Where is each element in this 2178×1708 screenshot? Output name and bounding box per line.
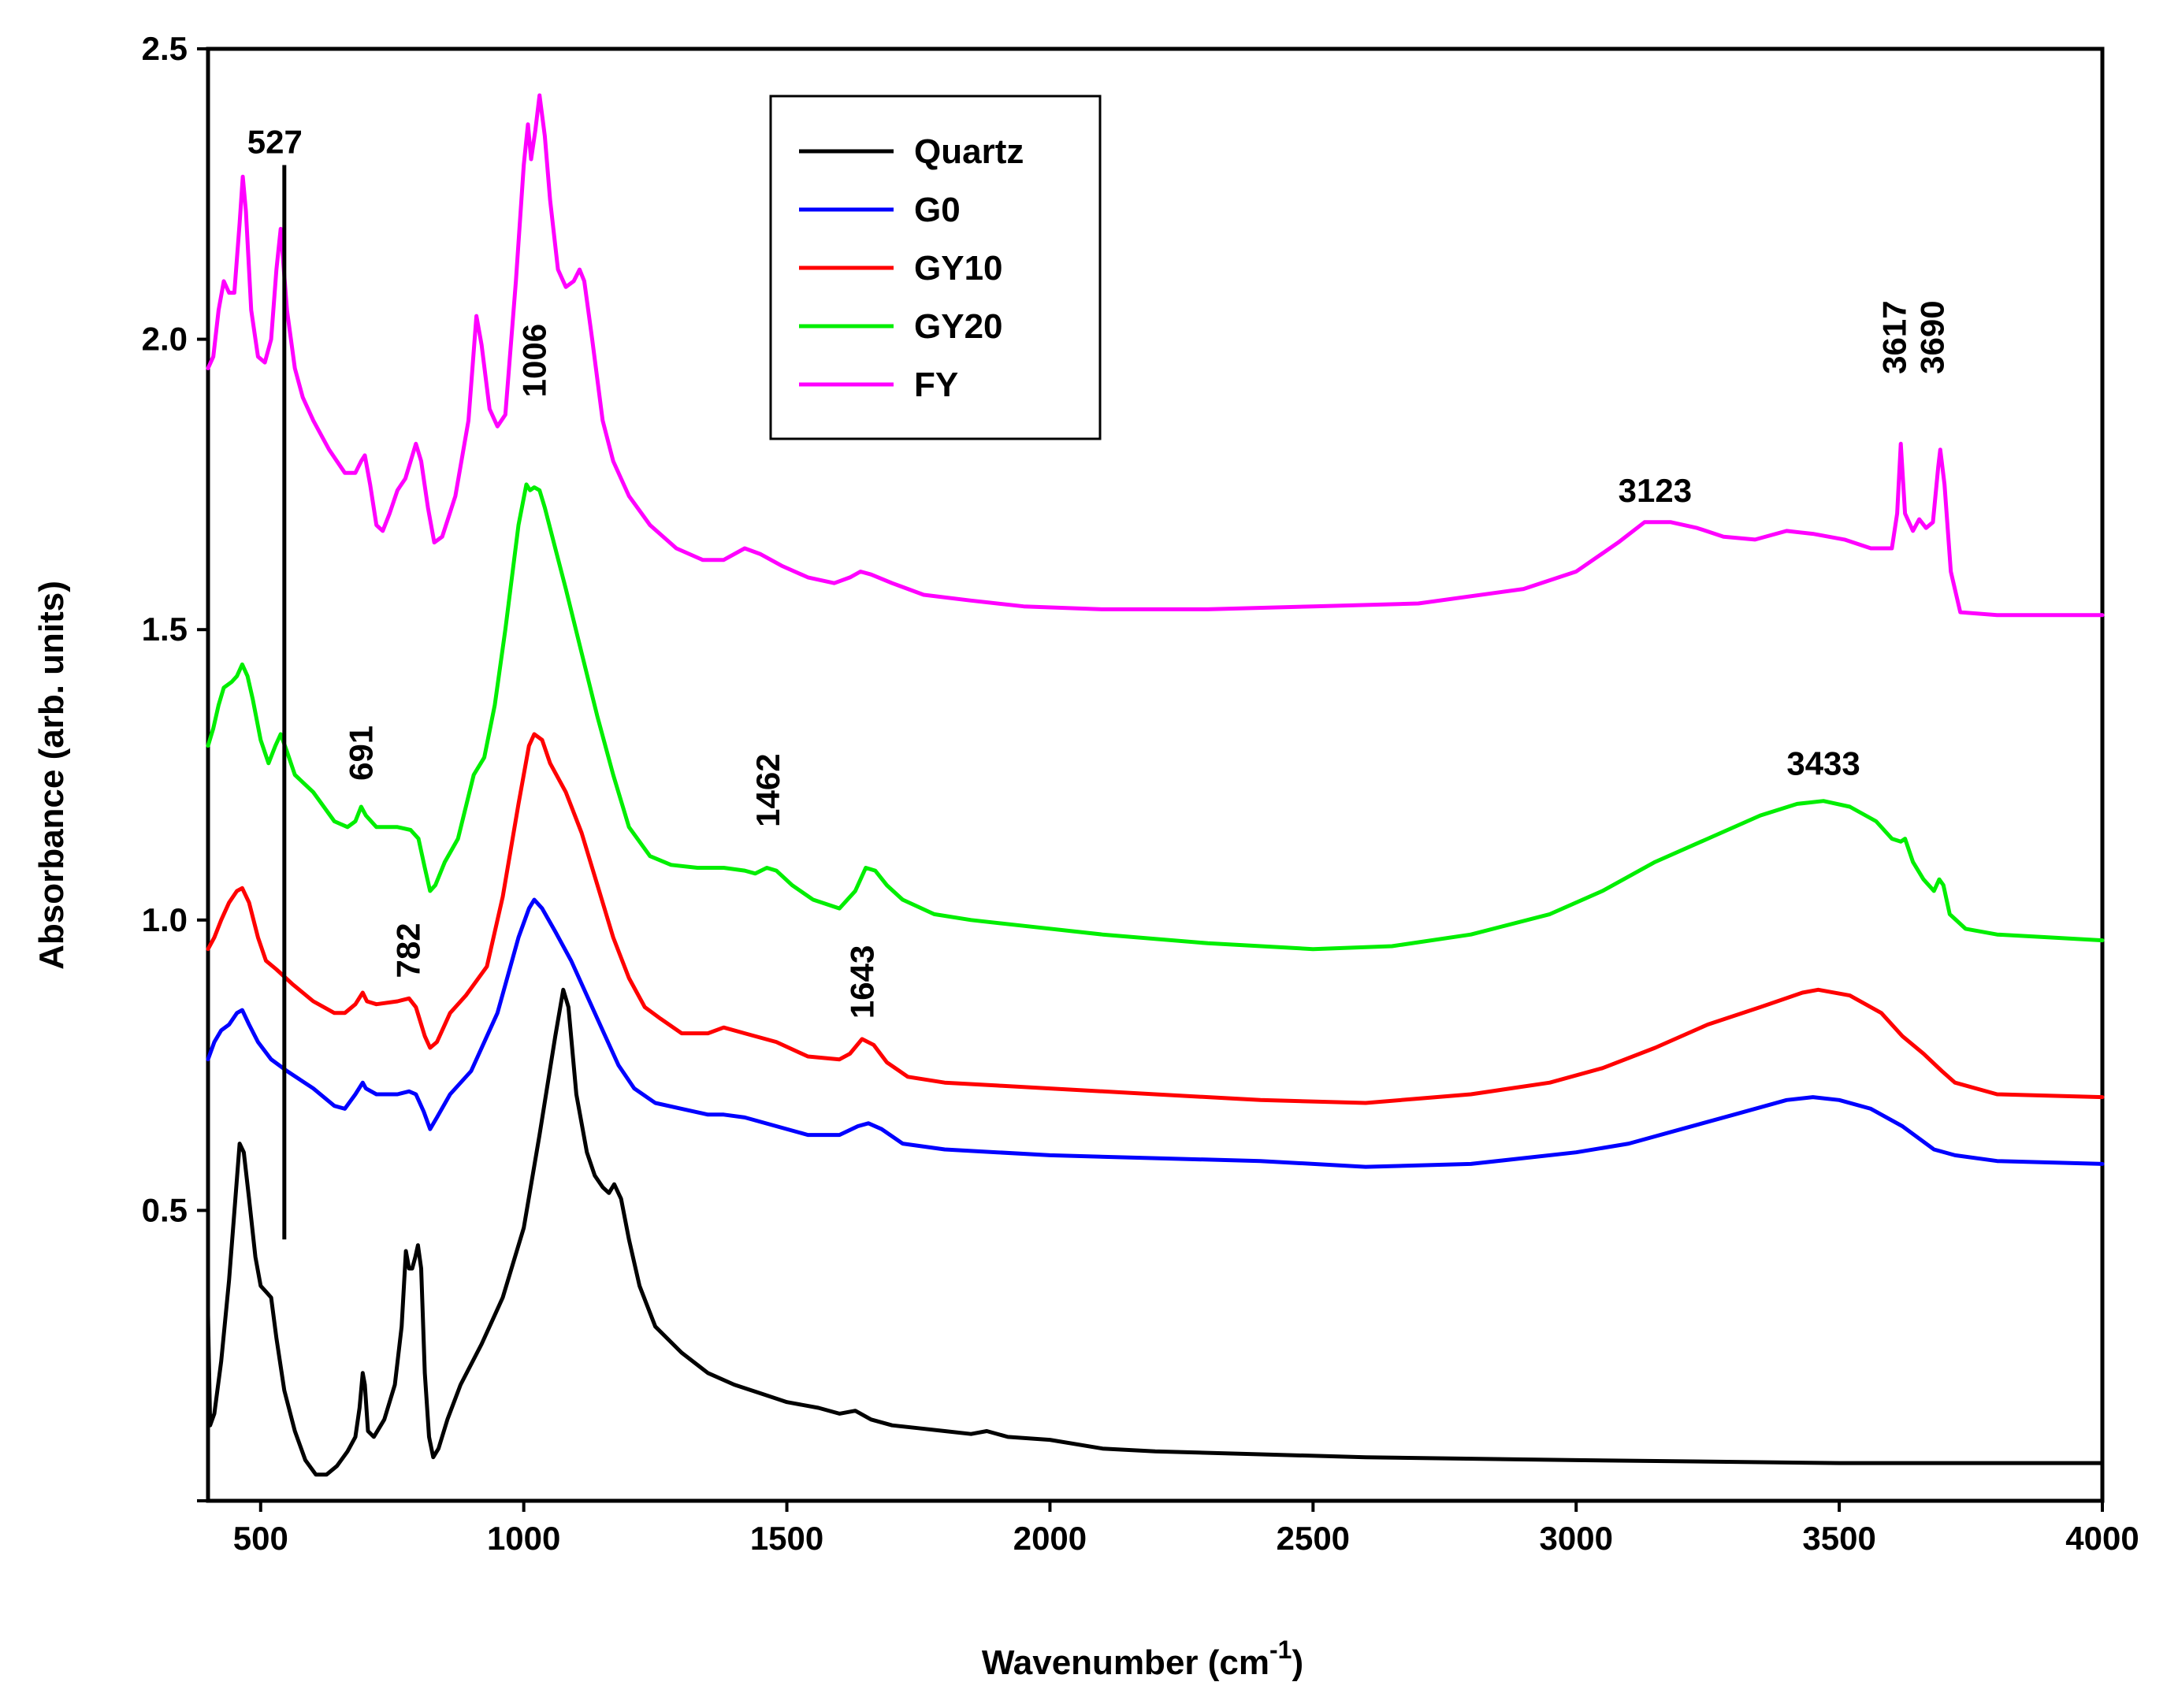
legend-label-gy20: GY20 [914,307,1003,346]
legend-label-g0: G0 [914,191,961,229]
y-tick-label: 0.5 [142,1191,188,1228]
series-line-g0 [206,897,2105,1169]
peak-label-1462: 1462 [749,753,786,826]
y-axis-title: Absorbance (arb. units) [32,581,71,970]
series-lines [206,93,2105,1477]
peak-label-691: 691 [342,726,379,781]
x-axis-title-close: ) [1292,1643,1303,1682]
x-axis-title-superscript: -1 [1269,1636,1292,1664]
peak-label-3433: 3433 [1786,745,1860,782]
y-tick-label: 2.5 [142,30,188,67]
peak-label-782: 782 [389,923,426,978]
series-line-gy10 [206,732,2105,1105]
x-tick-label: 3000 [1540,1520,1613,1557]
x-tick-label: 500 [233,1520,288,1557]
legend-label-quartz: Quartz [914,132,1024,171]
x-tick-label: 1000 [487,1520,560,1557]
y-tick-label: 1.0 [142,901,188,938]
y-tick-label: 2.0 [142,321,188,358]
legend-label-gy10: GY10 [914,249,1003,288]
x-tick-label: 3500 [1802,1520,1875,1557]
series-line-gy20 [206,482,2105,952]
x-tick-label: 2000 [1013,1520,1087,1557]
peak-annotations: 527 1006 3123 3617 3690 691 1462 3433 782 1643 [247,124,1950,1240]
peak-label-1006: 1006 [516,324,553,397]
x-tick-label: 1500 [750,1520,823,1557]
x-axis-title: Wavenumber (cm-1) [982,1636,1303,1682]
y-axis-ticks: 0.5 1.0 1.5 2.0 2.5 [142,30,208,1502]
x-axis-ticks: 500 1000 1500 2000 2500 3000 3500 4000 [233,1501,2139,1557]
peak-label-3690: 3690 [1913,300,1950,373]
x-tick-label: 2500 [1277,1520,1350,1557]
legend-label-fy: FY [914,366,958,404]
x-tick-label: 4000 [2065,1520,2139,1557]
peak-label-3617: 3617 [1875,300,1912,373]
y-tick-label: 1.5 [142,611,188,648]
series-line-quartz [206,987,2105,1477]
peak-label-1643: 1643 [844,945,881,1019]
plot-frame [206,46,2105,1503]
series-line-fy [206,93,2105,618]
legend: Quartz G0 GY10 GY20 FY [769,95,1102,440]
peak-label-3123: 3123 [1619,472,1692,509]
peak-label-527: 527 [247,124,303,161]
